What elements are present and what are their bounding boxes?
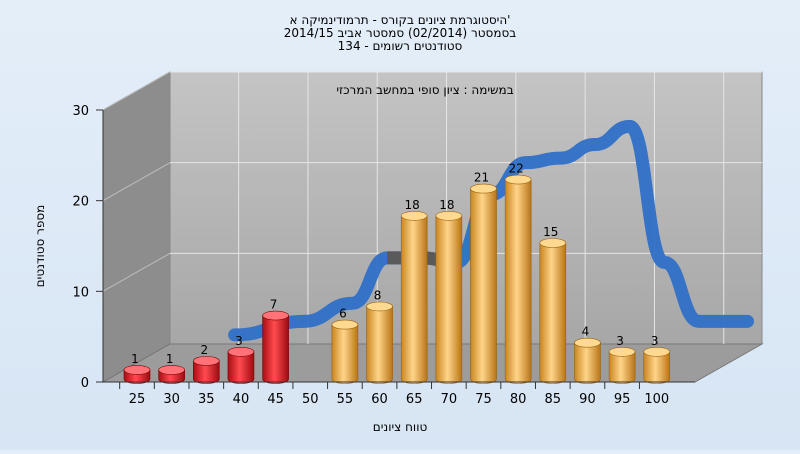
bar: 2: [193, 343, 220, 384]
x-tick-label: 25: [129, 392, 146, 407]
grid-line-wall: [102, 71, 171, 111]
grid-line-wall: [102, 162, 171, 202]
x-tick-label: 90: [579, 392, 596, 407]
bar-value-label: 1: [131, 352, 139, 366]
bar-body: [608, 351, 636, 384]
bars: 1 1 2 3 7 6 8 18 18 21 22 15 4 3 3: [123, 162, 671, 384]
x-tick-label: 55: [337, 392, 354, 407]
bar-top: [193, 356, 220, 366]
bar-body: [504, 179, 532, 384]
y-tick-label: 10: [72, 285, 89, 300]
x-tick-label: 45: [267, 392, 284, 407]
bar-value-label: 8: [374, 288, 382, 302]
bar-top: [643, 346, 671, 357]
bar-top: [574, 337, 601, 348]
y-tick-label: 30: [72, 104, 89, 119]
bar-body: [574, 342, 601, 384]
chart-title-line-2: בסמסטר (02/2014) סמסטר אביב 2014/15: [284, 26, 516, 40]
bar: 6: [331, 307, 359, 384]
bar-value-label: 18: [405, 198, 420, 212]
x-tick-label: 35: [198, 392, 215, 407]
x-tick-label: 85: [545, 392, 562, 407]
bar-value-label: 6: [339, 307, 347, 321]
bar-top: [504, 174, 532, 185]
bar: 4: [574, 325, 601, 384]
x-tick-label: 80: [510, 392, 527, 407]
bar-value-label: 3: [616, 334, 624, 348]
bar-body: [193, 360, 220, 384]
bar-body: [366, 306, 393, 384]
x-tick-label: 60: [371, 392, 388, 407]
back-wall: [169, 71, 763, 345]
bar-top: [400, 211, 428, 221]
x-tick-label: 50: [302, 392, 319, 407]
bar: 1: [158, 352, 185, 384]
bar: 22: [504, 162, 532, 384]
bar-body: [539, 242, 567, 384]
bar: 18: [400, 198, 428, 384]
left-wall: [102, 71, 171, 383]
bar-top: [227, 346, 255, 357]
bar-body: [400, 215, 428, 384]
bar-body: [470, 188, 497, 384]
bar: 8: [366, 288, 393, 384]
bar: 21: [470, 171, 497, 384]
bar-body: [435, 215, 463, 384]
bar-value-label: 1: [166, 352, 174, 366]
bar-top: [435, 211, 463, 221]
bar-value-label: 18: [439, 198, 454, 212]
bar-top: [539, 238, 567, 248]
chart-annotation: במשימה : ציון סופי במחשב המרכזי: [336, 83, 513, 97]
x-tick-label: 70: [441, 392, 458, 407]
x-tick-label: 30: [163, 392, 180, 407]
bar: 18: [435, 198, 463, 384]
y-tick-label: 20: [72, 195, 89, 210]
bar: 7: [262, 298, 289, 384]
bar-top: [470, 183, 497, 194]
bar-value-label: 7: [270, 298, 278, 312]
axes: 0 10 20 30 25 30 35 40 45 50 55 60 65 70 75 80 85 90 95 100: [72, 104, 695, 407]
y-axis-label: מספר סטודנטים: [33, 205, 47, 288]
bar: 15: [539, 225, 567, 384]
bar-top: [262, 310, 289, 321]
x-tick-label: 100: [644, 392, 669, 407]
x-tick-label: 95: [614, 392, 631, 407]
x-tick-label: 65: [406, 392, 423, 407]
bar: 3: [643, 334, 671, 384]
bar-body: [227, 351, 255, 384]
x-tick-label: 75: [475, 392, 492, 407]
x-tick-label: 40: [233, 392, 250, 407]
bar-top: [123, 365, 151, 375]
bar-top: [608, 346, 636, 357]
bar: 3: [227, 334, 255, 384]
bar-value-label: 15: [543, 225, 558, 239]
chart-title-line-1: היסטוגרמת ציונים בקורס - תרמודינמיקה א': [290, 13, 511, 27]
bar-top: [158, 365, 185, 375]
bar-body: [331, 324, 359, 384]
bar: 1: [123, 352, 151, 384]
bar: 3: [608, 334, 636, 384]
grid-line-wall: [102, 252, 171, 292]
y-tick-label: 0: [81, 376, 89, 391]
x-axis-label: טווח ציונים: [373, 420, 428, 434]
bar-value-label: 4: [582, 325, 590, 339]
bar-value-label: 3: [651, 334, 659, 348]
bar-body: [643, 351, 671, 384]
bar-value-label: 2: [200, 343, 208, 357]
bar-body: [262, 315, 289, 384]
bar-value-label: 22: [509, 162, 524, 176]
bar-top: [331, 319, 359, 330]
bar-top: [366, 301, 393, 312]
bar-value-label: 3: [235, 334, 243, 348]
bar-value-label: 21: [474, 171, 489, 185]
chart-title-line-3: סטודנטים רשומים - 134: [338, 39, 463, 53]
